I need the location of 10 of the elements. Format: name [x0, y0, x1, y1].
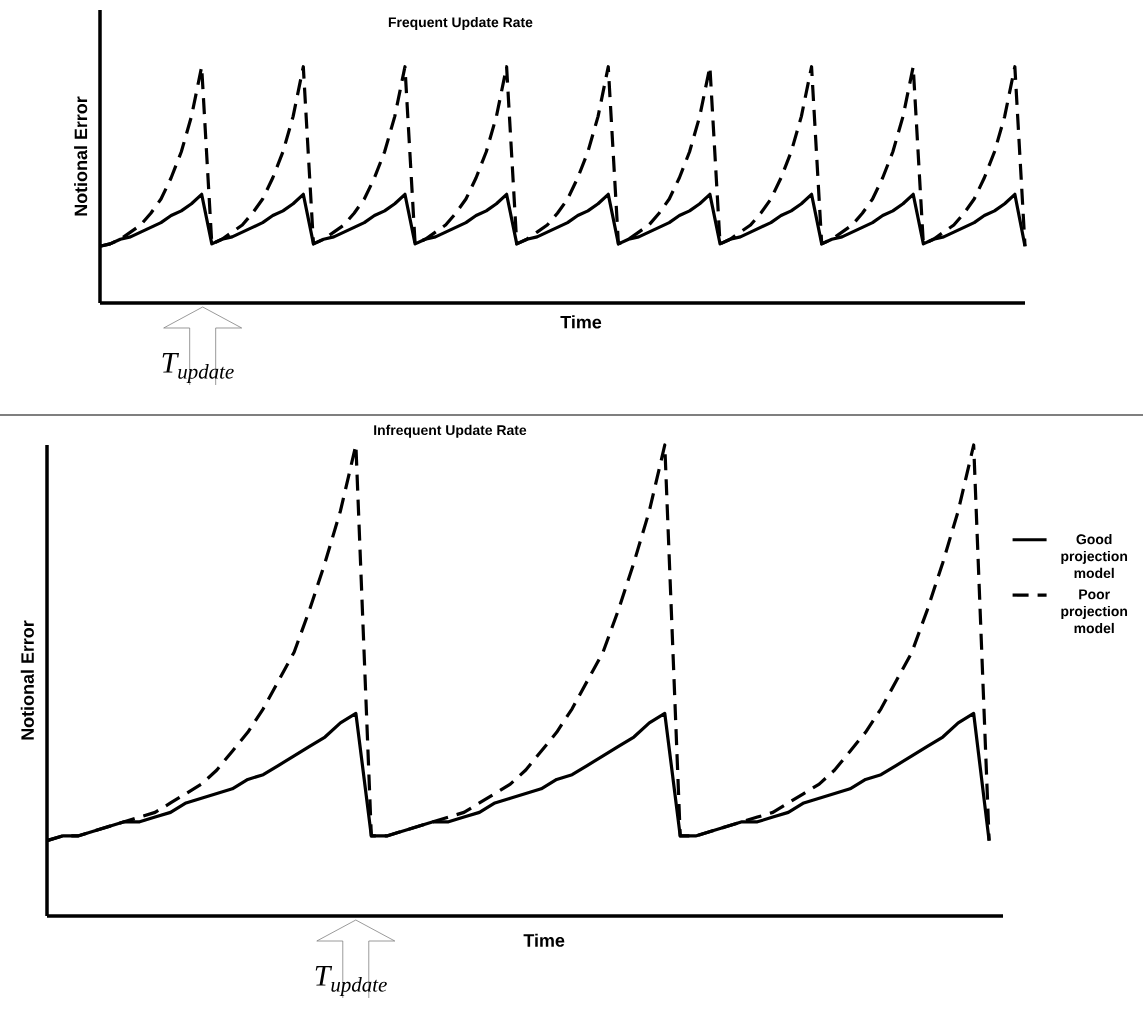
y-axis-title: Notional Error — [74, 96, 88, 216]
legend-label: Good projection model — [1061, 533, 1128, 579]
x-axis-title: Time — [523, 933, 565, 947]
y-axis-title: Notional Error — [20, 620, 34, 740]
chart-title: Infrequent Update Rate — [374, 424, 527, 438]
chart-title: Frequent Update Rate — [388, 16, 533, 30]
text: T$_{update}$ — [162, 352, 234, 383]
text: T$_{update}$ — [315, 965, 387, 996]
x-axis-title: Time — [560, 315, 602, 329]
legend-label: Poor projection model — [1061, 589, 1128, 634]
